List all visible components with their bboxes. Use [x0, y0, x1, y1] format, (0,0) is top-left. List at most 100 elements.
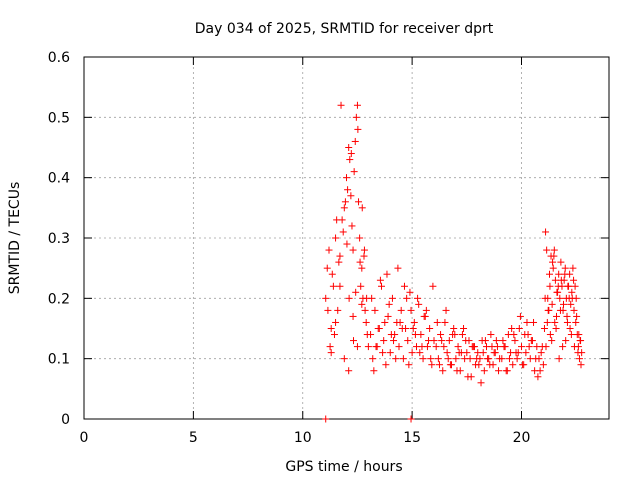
data-point — [458, 331, 466, 339]
data-point — [395, 343, 403, 351]
data-point — [333, 216, 341, 224]
data-point — [453, 367, 461, 375]
x-tick-label: 20 — [513, 430, 531, 446]
data-point — [445, 337, 453, 345]
data-point — [344, 186, 352, 194]
data-point — [354, 125, 362, 133]
data-point — [525, 343, 533, 351]
data-point — [543, 318, 551, 326]
data-point — [336, 282, 344, 290]
data-point — [487, 331, 495, 339]
data-point — [540, 325, 548, 332]
data-point — [437, 331, 445, 339]
data-point — [343, 240, 351, 248]
data-point — [454, 343, 462, 351]
data-point — [398, 325, 406, 332]
data-point — [499, 337, 507, 345]
data-point — [442, 306, 450, 314]
data-point — [381, 318, 389, 326]
data-point — [534, 373, 542, 381]
data-point — [426, 325, 434, 332]
data-point — [444, 355, 452, 363]
data-point — [566, 325, 574, 332]
data-point — [509, 361, 517, 369]
data-point — [351, 137, 359, 145]
data-point — [567, 300, 575, 308]
x-tick-label: 0 — [80, 430, 89, 446]
data-point — [334, 306, 342, 314]
data-point — [362, 318, 370, 326]
axis-ticks: 0 0.1 0.2 0.3 0.4 0.5 0.6 0 5 10 15 20 — [48, 50, 609, 446]
data-point — [570, 343, 578, 351]
data-point — [570, 306, 578, 314]
data-point — [390, 337, 398, 345]
data-point — [546, 282, 554, 290]
data-points — [322, 101, 586, 423]
data-point — [382, 361, 390, 369]
data-point — [429, 282, 437, 290]
data-point — [570, 276, 578, 284]
data-point — [518, 343, 525, 351]
y-axis-label: SRMTID / TECUs — [7, 182, 23, 295]
data-point — [394, 264, 402, 272]
data-point — [345, 294, 353, 302]
data-point — [452, 355, 460, 363]
y-tick-label: 0.6 — [48, 50, 70, 66]
data-point — [411, 331, 419, 339]
data-point — [379, 349, 387, 357]
data-point — [530, 318, 538, 326]
data-point — [568, 294, 576, 302]
data-point — [322, 415, 330, 423]
y-tick-label: 0.4 — [48, 171, 70, 187]
data-point — [425, 337, 433, 345]
data-point — [329, 282, 337, 290]
data-point — [449, 331, 457, 339]
data-point — [544, 306, 552, 314]
data-point — [343, 174, 350, 182]
data-point — [559, 343, 567, 351]
data-point — [360, 246, 368, 254]
data-point — [542, 343, 550, 351]
data-point — [555, 355, 563, 363]
data-point — [551, 276, 559, 284]
data-point — [572, 318, 580, 326]
data-point — [515, 325, 523, 332]
data-point — [498, 355, 506, 363]
data-point — [367, 331, 375, 339]
data-point — [536, 367, 544, 375]
data-point — [403, 294, 411, 302]
data-point — [576, 337, 584, 345]
y-tick-label: 0.2 — [48, 291, 70, 307]
data-point — [438, 337, 446, 345]
data-point — [332, 234, 340, 242]
data-point — [339, 228, 347, 236]
data-point — [574, 349, 582, 357]
data-point — [358, 204, 366, 212]
data-point — [569, 264, 577, 272]
x-tick-label: 10 — [294, 430, 312, 446]
data-point — [577, 361, 585, 369]
data-point — [368, 294, 376, 302]
data-point — [380, 337, 388, 345]
data-point — [543, 246, 551, 254]
data-point — [352, 113, 360, 121]
data-point — [561, 270, 569, 278]
data-point — [539, 361, 547, 369]
data-point — [364, 343, 372, 351]
y-tick-label: 0.5 — [48, 110, 70, 126]
data-point — [549, 264, 557, 272]
data-point — [557, 258, 565, 266]
data-point — [555, 270, 563, 278]
data-point — [400, 282, 408, 290]
data-point — [385, 300, 393, 308]
data-point — [356, 234, 364, 242]
data-point — [490, 349, 498, 357]
data-point — [399, 355, 407, 363]
data-point — [370, 367, 378, 375]
data-point — [341, 198, 349, 206]
data-point — [422, 306, 430, 314]
data-point — [443, 349, 451, 357]
data-point — [477, 379, 485, 387]
data-point — [332, 318, 340, 326]
